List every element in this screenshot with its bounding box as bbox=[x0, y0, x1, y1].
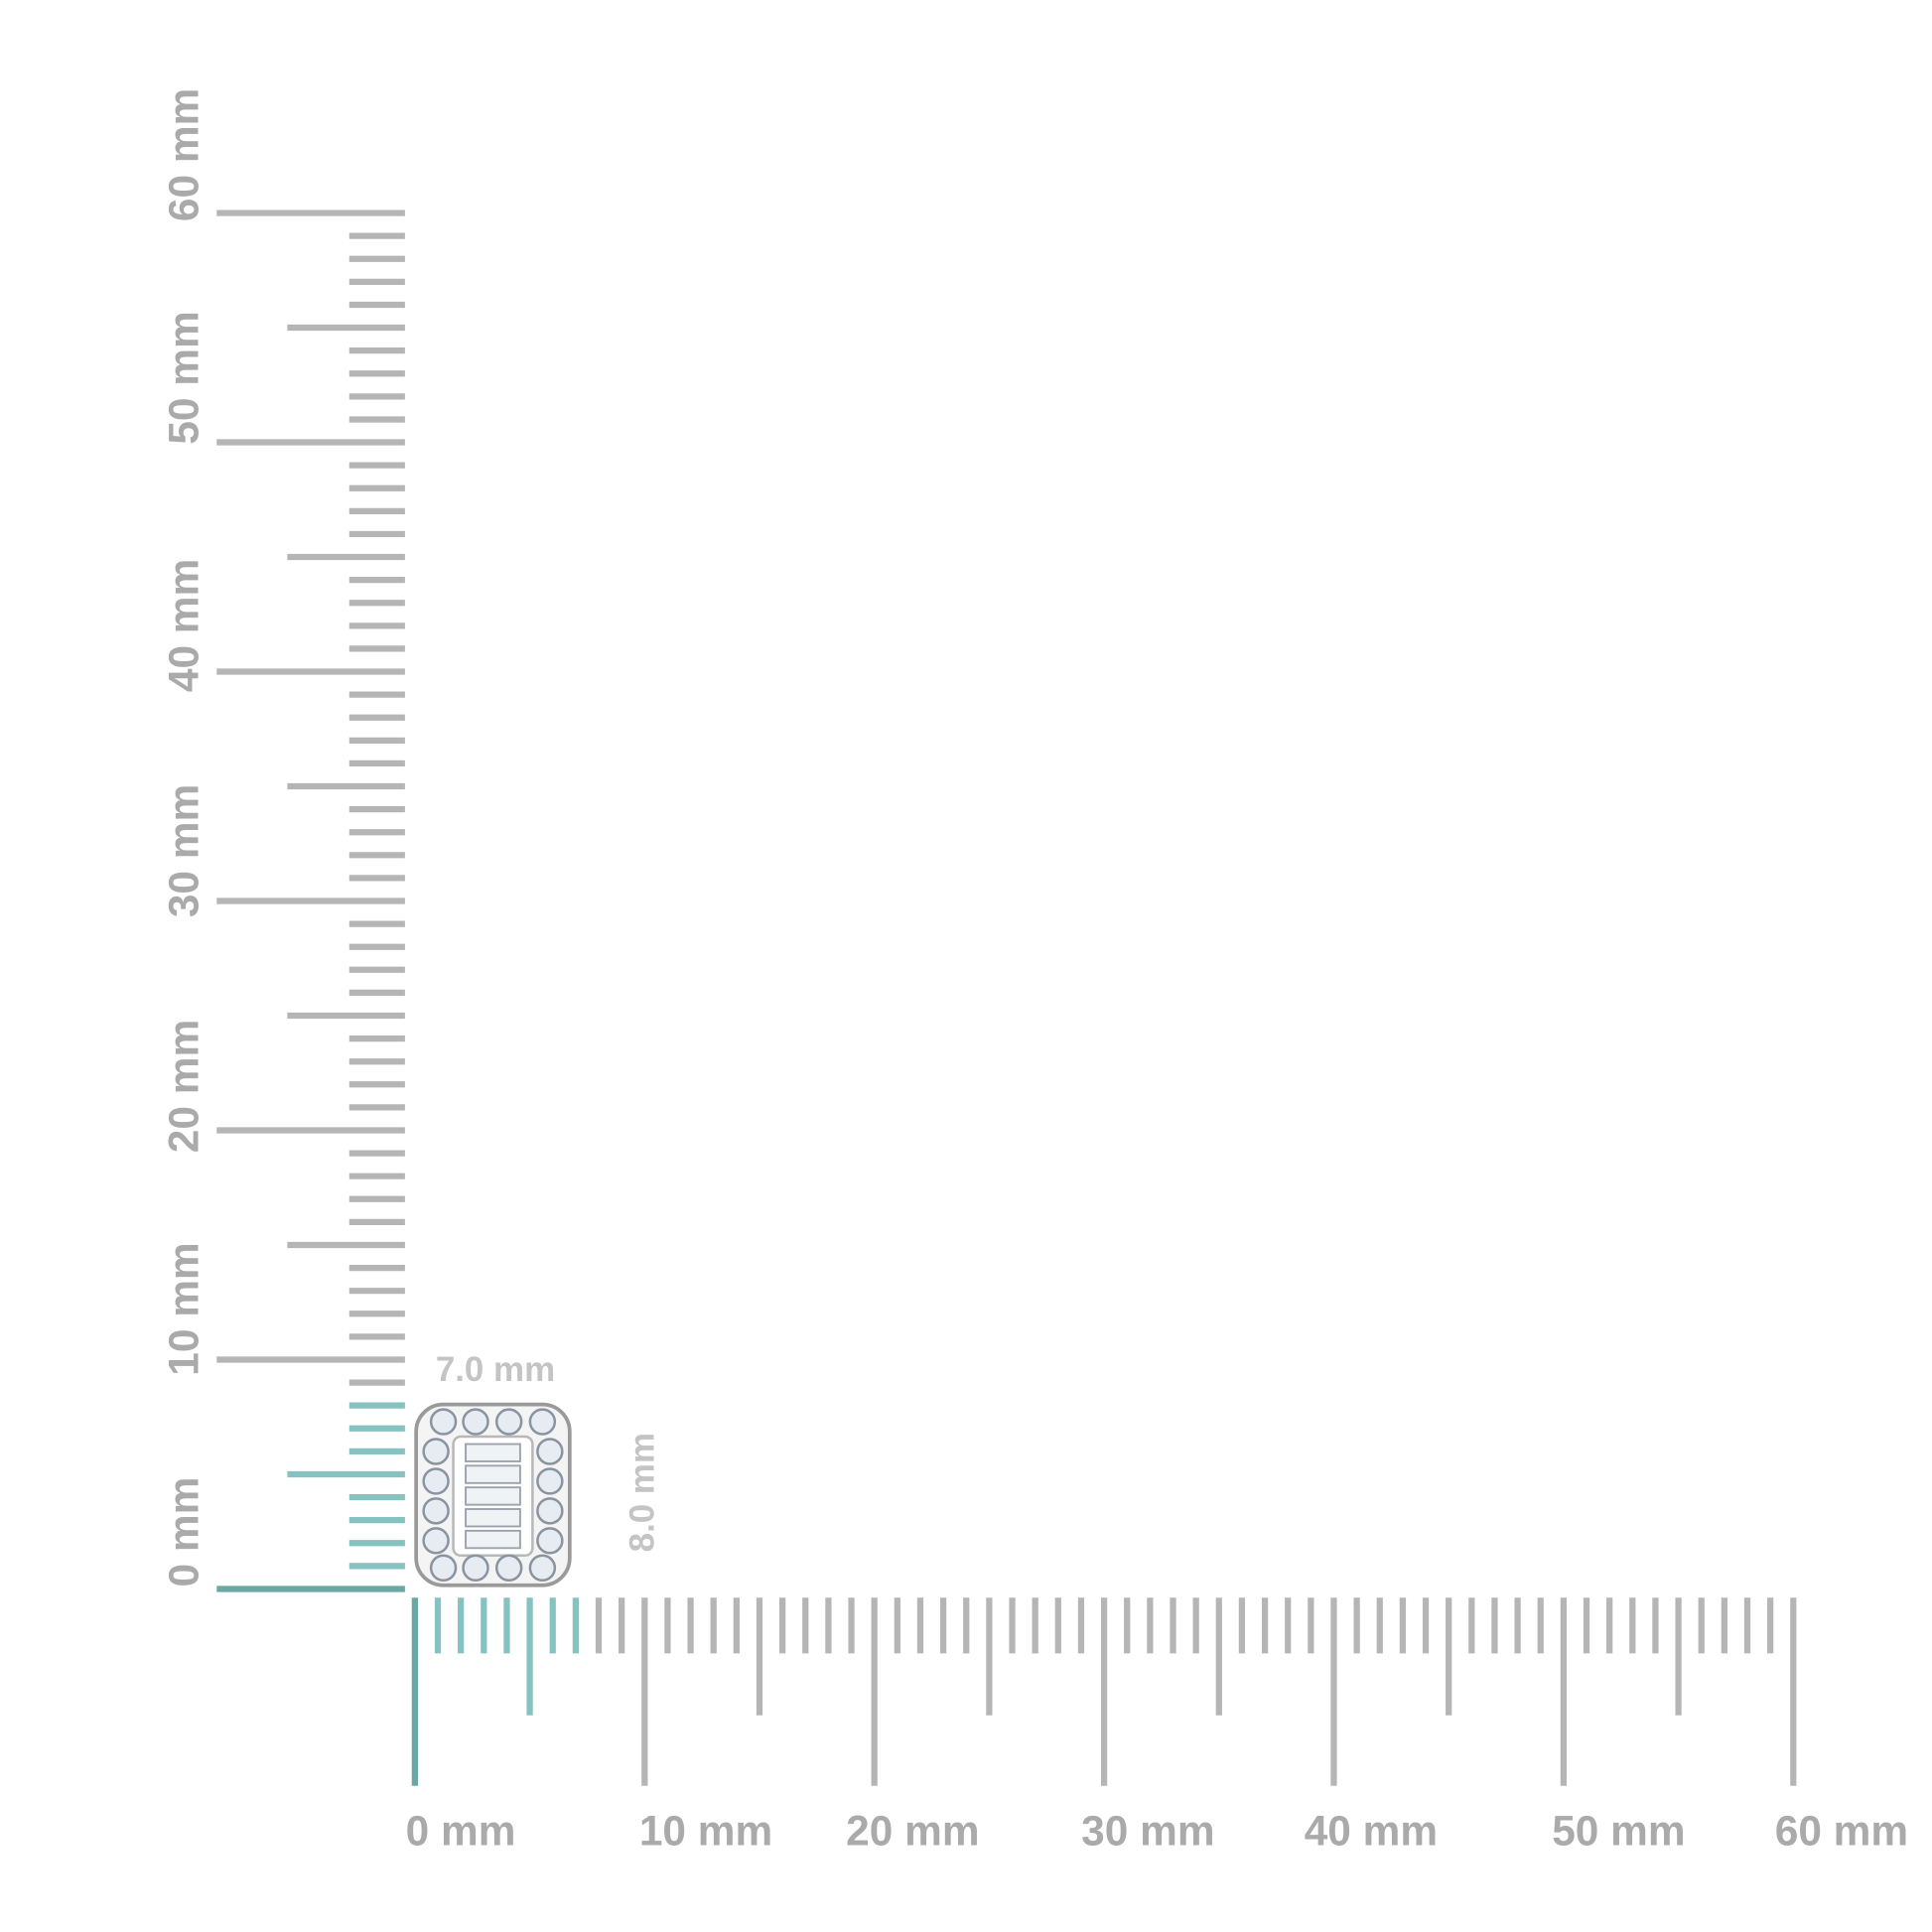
x-label: 0 mm bbox=[406, 1808, 516, 1855]
x-label: 30 mm bbox=[1081, 1808, 1214, 1855]
stone bbox=[494, 1554, 523, 1582]
stone bbox=[429, 1554, 458, 1582]
baguette bbox=[465, 1486, 521, 1506]
stone bbox=[429, 1408, 458, 1436]
y-label: 10 mm bbox=[161, 1242, 207, 1375]
height-label: 8.0 mm bbox=[623, 1433, 662, 1552]
x-label: 60 mm bbox=[1775, 1808, 1908, 1855]
x-label: 50 mm bbox=[1552, 1808, 1685, 1855]
stone bbox=[536, 1467, 564, 1495]
y-label: 50 mm bbox=[161, 311, 207, 444]
x-label: 10 mm bbox=[639, 1808, 772, 1855]
x-label: 40 mm bbox=[1305, 1808, 1438, 1855]
earring bbox=[414, 1402, 572, 1587]
stone bbox=[422, 1467, 450, 1495]
baguette bbox=[465, 1464, 521, 1484]
y-label: 20 mm bbox=[161, 1020, 207, 1153]
stone bbox=[422, 1438, 450, 1465]
stone bbox=[528, 1554, 557, 1582]
ruler-ticks bbox=[216, 209, 1797, 1786]
baguette bbox=[465, 1529, 521, 1550]
stone bbox=[462, 1408, 489, 1436]
stone bbox=[536, 1438, 564, 1465]
y-label: 30 mm bbox=[161, 784, 207, 917]
baguette bbox=[465, 1443, 521, 1462]
stone bbox=[536, 1527, 564, 1555]
y-label: 0 mm bbox=[161, 1477, 207, 1587]
stone bbox=[422, 1497, 450, 1525]
y-label: 40 mm bbox=[161, 559, 207, 692]
x-label: 20 mm bbox=[846, 1808, 979, 1855]
baguette bbox=[465, 1508, 521, 1528]
y-label: 60 mm bbox=[161, 88, 207, 221]
stone bbox=[494, 1408, 523, 1436]
width-label: 7.0 mm bbox=[436, 1350, 555, 1389]
stone bbox=[528, 1408, 557, 1436]
stone bbox=[536, 1497, 564, 1525]
stone bbox=[422, 1527, 450, 1555]
stone bbox=[462, 1554, 489, 1582]
